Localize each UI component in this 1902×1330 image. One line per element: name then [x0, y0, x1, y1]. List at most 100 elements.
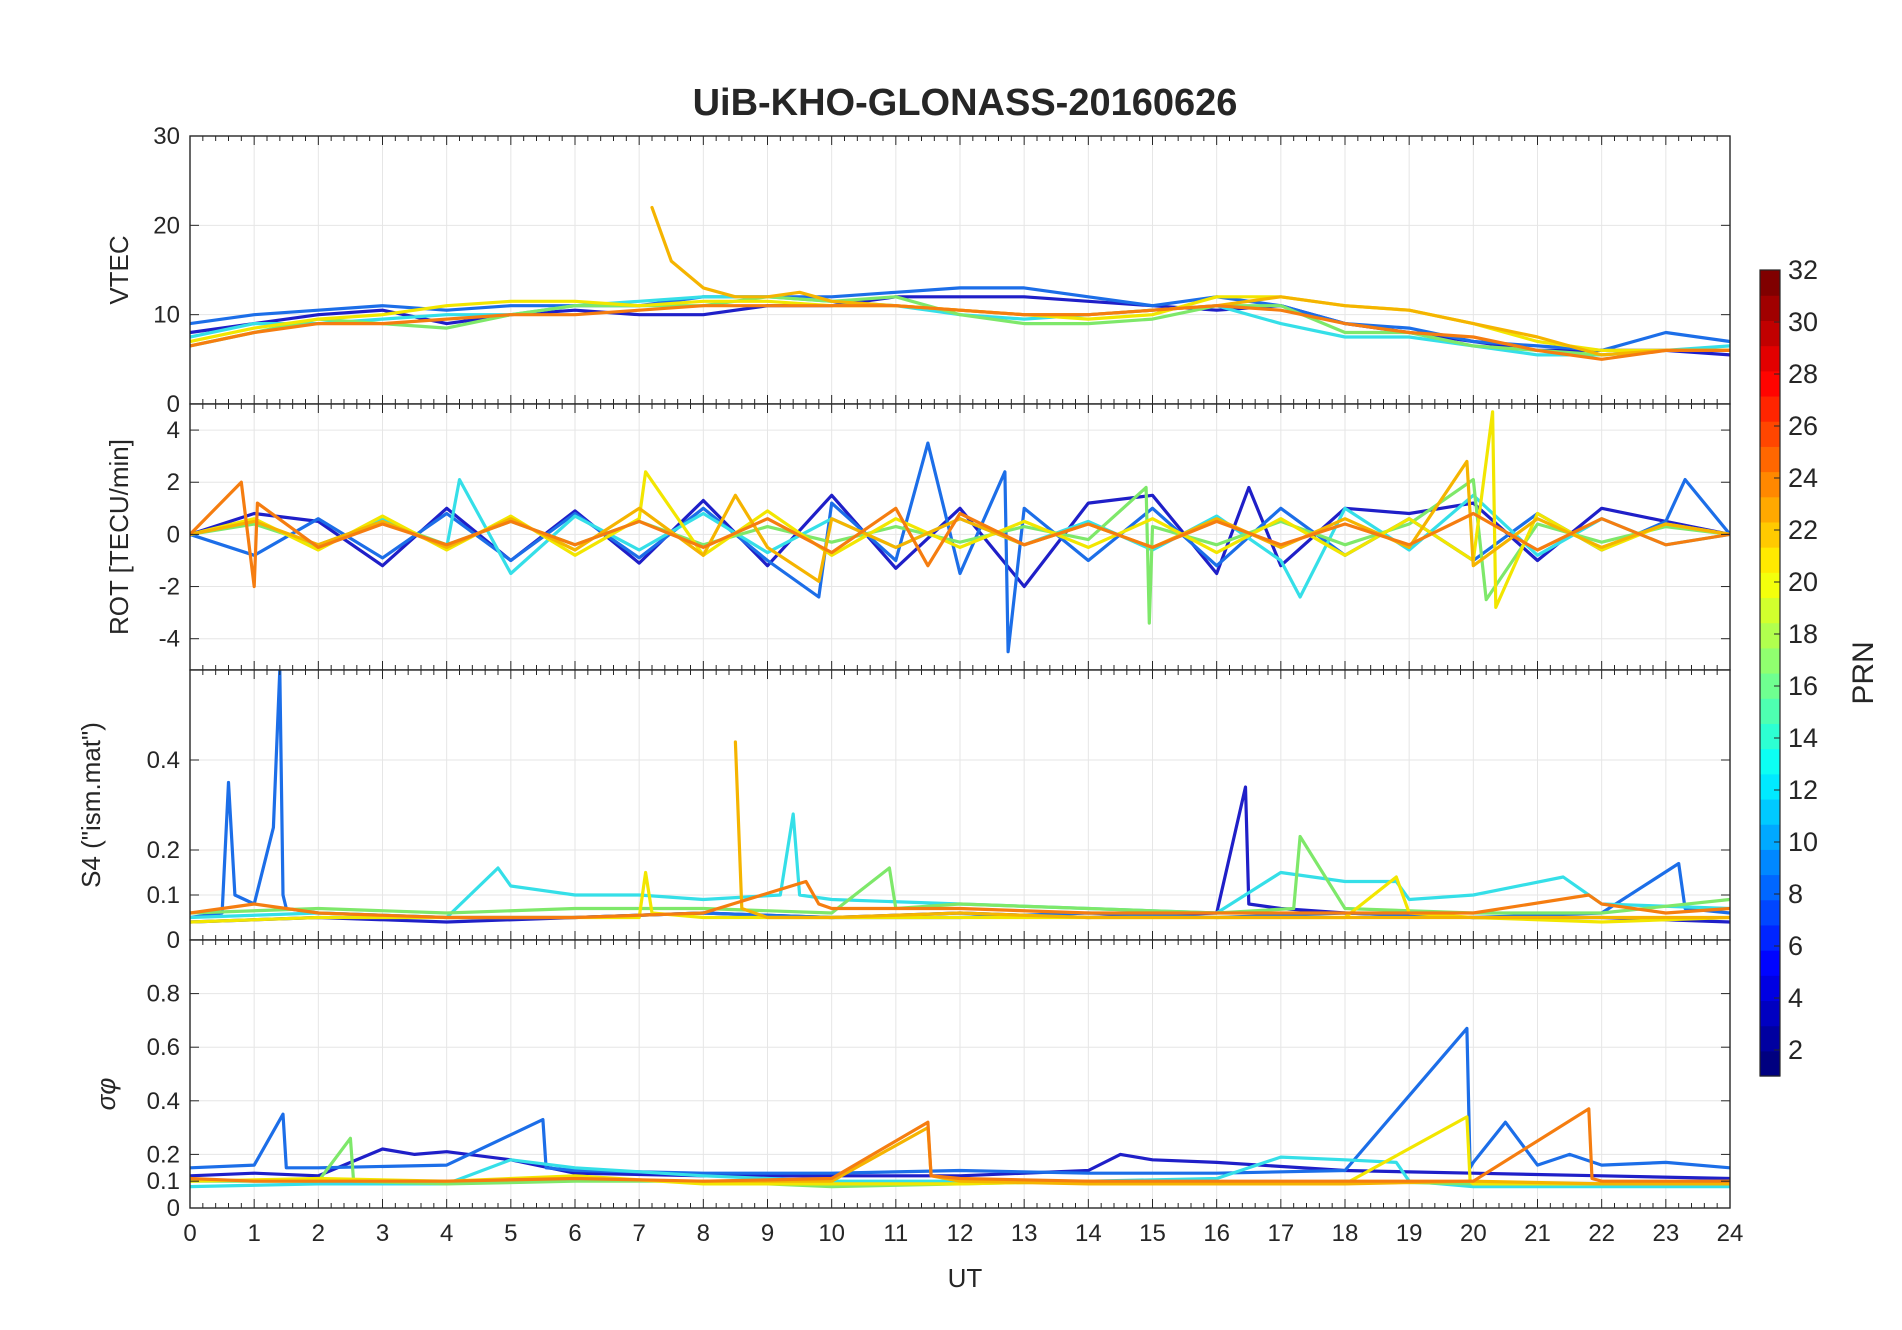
colorbar-segment: [1760, 698, 1780, 724]
x-tick-label: 8: [697, 1220, 710, 1247]
x-tick-label: 13: [1011, 1220, 1038, 1247]
series-group: [190, 670, 1730, 924]
x-tick-label: 4: [440, 1220, 453, 1247]
y-tick-label: 0.1: [147, 1168, 180, 1195]
colorbar-segment: [1760, 421, 1780, 447]
x-tick-label: 18: [1332, 1220, 1359, 1247]
panel-sigma_phi: 00.10.2 0.4 0.6 0.8 σφ: [91, 939, 1731, 1222]
y-axis-label: VTEC: [104, 235, 134, 304]
y-tick-label: -4: [159, 626, 180, 653]
x-tick-label: 10: [818, 1220, 845, 1247]
colorbar-segment: [1760, 899, 1780, 926]
x-tick-label: 17: [1267, 1220, 1294, 1247]
colorbar-segment: [1760, 647, 1780, 674]
x-tick-label: 16: [1203, 1220, 1230, 1247]
colorbar-segment: [1760, 824, 1780, 850]
colorbar-tick-label: 32: [1788, 255, 1818, 285]
colorbar-segment: [1760, 1050, 1780, 1077]
x-tick-label: 15: [1139, 1220, 1166, 1247]
colorbar-segment: [1760, 1000, 1780, 1027]
y-tick-label: 4: [167, 417, 180, 444]
x-tick-label: 0: [183, 1220, 196, 1247]
series-line-prn-16: [190, 834, 1730, 915]
colorbar-segment: [1760, 673, 1780, 699]
x-tick-label: 9: [761, 1220, 774, 1247]
y-tick-label: 0: [167, 391, 180, 418]
colorbar-tick-label: 26: [1788, 411, 1818, 441]
series-line-prn-8: [190, 286, 1730, 352]
y-tick-label: 0: [167, 1195, 180, 1222]
y-tick-label: 2: [167, 469, 180, 496]
x-tick-label: 2: [312, 1220, 325, 1247]
colorbar-segment: [1760, 950, 1780, 976]
series-line-prn-24: [190, 1107, 1730, 1183]
colorbar-tick-label: 8: [1788, 879, 1803, 909]
colorbar-label: PRN: [1847, 641, 1880, 704]
x-tick-label: 6: [568, 1220, 581, 1247]
x-tick-label: 3: [376, 1220, 389, 1247]
y-tick-label: 20: [153, 212, 180, 239]
y-tick-label: 0.8: [147, 981, 180, 1008]
colorbar-tick-label: 6: [1788, 931, 1803, 961]
colorbar-tick-label: 28: [1788, 359, 1818, 389]
colorbar-tick-label: 22: [1788, 515, 1818, 545]
colorbar-segment: [1760, 874, 1780, 901]
colorbar-tick-label: 2: [1788, 1035, 1803, 1065]
series-line-prn-8: [190, 1026, 1730, 1175]
colorbar-segment: [1760, 572, 1780, 599]
series-group: [190, 1026, 1730, 1189]
colorbar-segment: [1760, 723, 1780, 750]
colorbar-tick-label: 30: [1788, 307, 1818, 337]
colorbar-segment: [1760, 471, 1780, 498]
y-tick-label: 0.6: [147, 1034, 180, 1061]
x-tick-label: 21: [1524, 1220, 1551, 1247]
colorbar-segment: [1760, 924, 1780, 951]
colorbar-segment: [1760, 521, 1780, 548]
chart-title: UiB-KHO-GLONASS-20160626: [693, 82, 1238, 124]
series-line-prn-16: [190, 295, 1730, 357]
colorbar-segment: [1760, 345, 1780, 372]
y-tick-label: 10: [153, 302, 180, 329]
colorbar-segment: [1760, 597, 1780, 624]
colorbar-segment: [1760, 773, 1780, 800]
x-tick-label: 20: [1460, 1220, 1487, 1247]
x-tick-label: 12: [947, 1220, 974, 1247]
colorbar-segment: [1760, 295, 1780, 321]
y-axis-label: S4 ("ism.mat"): [76, 722, 106, 888]
colorbar-tick-label: 12: [1788, 775, 1818, 805]
panel-vtec: 0 10 20 30 VTEC: [104, 123, 1731, 418]
x-tick-label: 1: [247, 1220, 260, 1247]
colorbar-segment: [1760, 547, 1780, 573]
colorbar-tick-label: 14: [1788, 723, 1818, 753]
y-tick-label: 0.1: [147, 882, 180, 909]
y-tick-label: 0: [167, 927, 180, 954]
series-line-prn-22: [701, 1125, 1730, 1186]
colorbar-frame: [1759, 269, 1781, 1077]
colorbar-segment: [1760, 798, 1780, 825]
colorbar-segment: [1760, 1025, 1780, 1052]
y-tick-label: -2: [159, 574, 180, 601]
x-tick-label: 19: [1396, 1220, 1423, 1247]
y-tick-label: 0.4: [147, 1088, 180, 1115]
colorbar-tick-label: 10: [1788, 827, 1818, 857]
y-tick-label: 0.4: [147, 747, 180, 774]
x-tick-label: 14: [1075, 1220, 1102, 1247]
colorbar-tick-label: 24: [1788, 463, 1818, 493]
x-tick-label: 24: [1717, 1220, 1744, 1247]
x-axis-label: UT: [948, 1263, 983, 1293]
x-tick-label: 7: [632, 1220, 645, 1247]
colorbar-segment: [1760, 849, 1780, 876]
y-tick-label: 30: [153, 123, 180, 150]
colorbar-segment: [1760, 748, 1780, 775]
colorbar-segment: [1760, 496, 1780, 523]
colorbar-segment: [1760, 320, 1780, 347]
x-tick-label: 11: [883, 1220, 908, 1247]
series-line-prn-24: [190, 480, 1730, 589]
series-line-prn-24: [190, 879, 1730, 920]
colorbar-segment: [1760, 395, 1780, 422]
series-line-prn-22: [733, 740, 1730, 920]
colorbar-tick-label: 4: [1788, 983, 1803, 1013]
